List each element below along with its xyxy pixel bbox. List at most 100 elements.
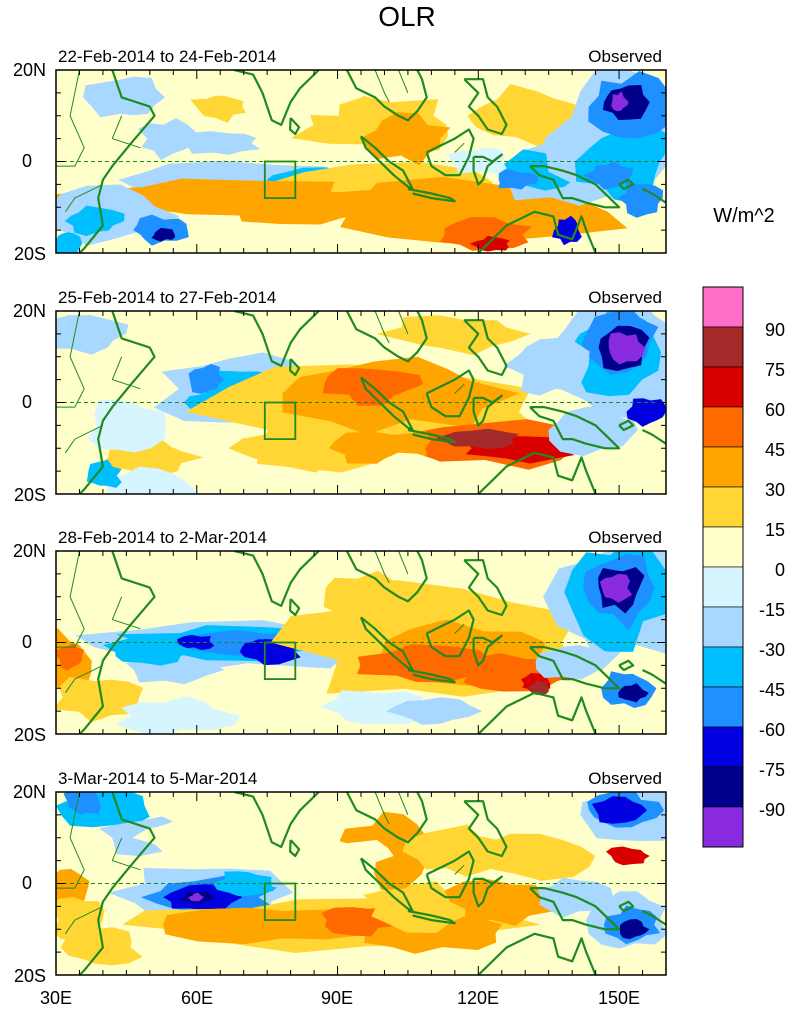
map-field [56, 70, 666, 253]
colorbar-bin [702, 366, 744, 408]
olr-contour-region [467, 84, 592, 148]
coastline [78, 551, 156, 734]
olr-contour-region [106, 466, 201, 494]
region-box [263, 882, 297, 921]
lat-label-20s: 20S [14, 725, 46, 745]
coastline [359, 857, 414, 913]
olr-contour-region [611, 91, 629, 112]
olr-contour-region [618, 683, 649, 703]
coastline [618, 178, 635, 191]
panel-label-observed: Observed [588, 528, 662, 547]
coastline [289, 358, 301, 377]
coastline [425, 369, 475, 418]
olr-contour-region [83, 76, 166, 118]
country-border [374, 70, 390, 103]
country-border [111, 837, 141, 871]
country-border [398, 792, 409, 816]
colorbar-bin [702, 646, 744, 688]
olr-contour-region [63, 792, 102, 815]
lat-label-20s: 20S [14, 485, 46, 505]
coastline [618, 900, 635, 913]
panel-label-observed: Observed [588, 288, 662, 307]
coastline [472, 394, 503, 427]
colorbar: 90 75 60 45 30 15 0 -15 -30 -45 -60 -75 … [702, 286, 785, 848]
country-border [64, 905, 104, 935]
colorbar-tick-label: 90 [765, 320, 785, 340]
olr-contour-region [552, 215, 582, 246]
colorbar-tick-label: 30 [765, 480, 785, 500]
olr-contour-region [125, 654, 225, 685]
olr-contour-region [56, 642, 85, 671]
coastline [234, 792, 320, 849]
olr-contour-region [535, 645, 611, 680]
coastline [477, 451, 597, 494]
olr-contour-region [163, 907, 369, 945]
coastline [618, 419, 635, 432]
coastline [477, 210, 597, 253]
coastline [359, 616, 414, 672]
map-panel: 22-Feb-2014 to 24-Feb-2014 Observed 20N … [13, 47, 667, 264]
olr-contour-region [433, 428, 520, 450]
lon-label-30e: 30E [40, 988, 72, 1008]
coastline [345, 311, 428, 363]
coastline [642, 429, 666, 445]
olr-contour-region [188, 892, 205, 902]
coastline [477, 691, 597, 734]
olr-contour-region [243, 639, 285, 655]
olr-contour-region [498, 169, 538, 190]
colorbar-frame [702, 286, 744, 848]
country-border [64, 664, 104, 694]
olr-contour-region [503, 338, 590, 396]
coastline [359, 135, 414, 191]
country-border [111, 356, 141, 390]
olr-contour-region [376, 315, 531, 356]
colorbar-tick-label: 0 [775, 560, 785, 580]
colorbar-tick-label: 60 [765, 400, 785, 420]
colorbar-tick-label: 75 [765, 360, 785, 380]
olr-contour-region [385, 697, 483, 725]
lat-label-eq: 0 [22, 392, 32, 412]
country-border [111, 596, 141, 630]
coastline [345, 70, 428, 122]
map-panel: 28-Feb-2014 to 2-Mar-2014 Observed 20N 0… [13, 528, 667, 745]
olr-contour-region [212, 871, 275, 896]
map-field [56, 792, 666, 975]
colorbar-bin [702, 526, 744, 568]
coastline [425, 850, 475, 899]
country-border [56, 311, 85, 408]
colorbar-tick-label: -90 [759, 800, 785, 820]
lat-label-20n: 20N [13, 301, 46, 321]
olr-contour-region [56, 315, 129, 355]
coastline [425, 609, 475, 658]
olr-contour-region [151, 227, 176, 242]
olr-contour-region [469, 235, 510, 252]
map-panel: 25-Feb-2014 to 27-Feb-2014 Observed 20N … [13, 288, 667, 505]
colorbar-bin [702, 446, 744, 488]
panel-date-range: 3-Mar-2014 to 5-Mar-2014 [58, 769, 257, 788]
coastline [642, 910, 666, 926]
colorbar-tick-label: -15 [759, 600, 785, 620]
country-border [374, 311, 390, 344]
colorbar-bin [702, 766, 744, 808]
olr-contour-region [186, 131, 261, 155]
colorbar-bin [702, 286, 744, 328]
olr-contour-region [319, 690, 424, 725]
olr-contour-region [608, 332, 646, 365]
olr-contour-region [137, 118, 200, 160]
panel-label-observed: Observed [588, 47, 662, 66]
coastline [234, 311, 320, 368]
colorbar-tick-label: -60 [759, 720, 785, 740]
coastline [529, 645, 621, 690]
country-border [56, 70, 85, 167]
lat-label-20n: 20N [13, 60, 46, 80]
coastline [529, 886, 621, 931]
region-box [263, 641, 297, 680]
olr-contour-region [458, 833, 596, 881]
olr-contour-region [575, 126, 666, 204]
olr-contour-region [356, 452, 457, 493]
country-border [111, 115, 141, 149]
lon-axis-labels: 30E 60E 90E 120E 150E [40, 988, 640, 1008]
coastline [345, 551, 428, 603]
lat-label-20n: 20N [13, 541, 46, 561]
